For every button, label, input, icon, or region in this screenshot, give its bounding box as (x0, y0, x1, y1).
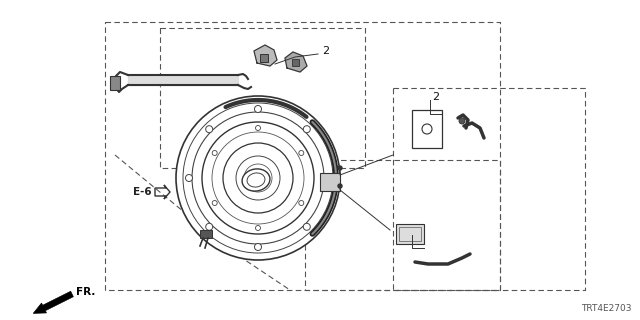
Circle shape (186, 174, 193, 181)
Circle shape (459, 118, 465, 124)
Polygon shape (254, 45, 277, 66)
Bar (396, 224, 424, 244)
Polygon shape (285, 52, 307, 72)
Circle shape (176, 96, 340, 260)
Bar (399, 227, 421, 241)
Circle shape (212, 201, 217, 205)
Bar (320, 173, 340, 191)
Circle shape (303, 126, 310, 133)
Text: TRT4E2703: TRT4E2703 (582, 304, 632, 313)
Circle shape (323, 174, 330, 181)
Circle shape (338, 166, 342, 170)
Ellipse shape (242, 169, 270, 191)
Circle shape (212, 150, 217, 156)
Text: FR.: FR. (76, 287, 95, 297)
Bar (110, 76, 120, 90)
Text: 1: 1 (413, 227, 420, 237)
Text: 2: 2 (322, 46, 329, 56)
Bar (200, 230, 212, 238)
Bar (412, 110, 442, 148)
Text: E-6: E-6 (133, 187, 152, 197)
Circle shape (205, 223, 212, 230)
Circle shape (255, 226, 260, 230)
FancyArrow shape (33, 291, 74, 313)
Bar (292, 59, 299, 66)
Circle shape (338, 184, 342, 188)
Circle shape (255, 106, 262, 113)
Circle shape (255, 125, 260, 131)
Circle shape (205, 126, 212, 133)
Circle shape (303, 223, 310, 230)
Circle shape (255, 244, 262, 251)
Bar (260, 54, 268, 62)
Circle shape (299, 201, 304, 205)
Circle shape (299, 150, 304, 156)
Text: 2: 2 (432, 92, 439, 102)
